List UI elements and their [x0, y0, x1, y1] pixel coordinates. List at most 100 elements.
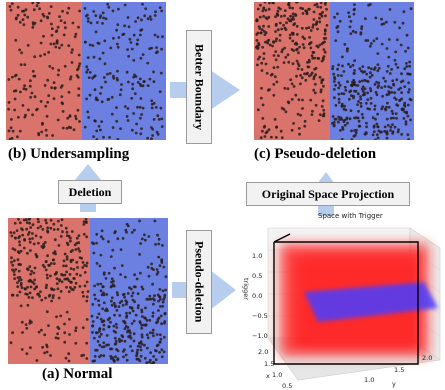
sample-point [346, 80, 349, 84]
sample-point [156, 293, 160, 297]
sample-point [291, 39, 295, 43]
sample-point [94, 297, 97, 301]
sample-point [102, 341, 106, 345]
sample-point [408, 72, 412, 76]
sample-point [388, 8, 392, 11]
sample-point [45, 114, 49, 118]
sample-point [311, 56, 315, 60]
sample-point [151, 311, 155, 315]
sample-point [52, 42, 56, 46]
sample-point [347, 11, 350, 15]
sample-point [43, 241, 47, 244]
sample-point [132, 59, 136, 62]
sample-point [37, 330, 41, 334]
sample-point [35, 359, 39, 362]
sample-point [73, 243, 77, 247]
sample-point [17, 77, 21, 81]
sample-point [290, 128, 294, 132]
sample-point [57, 219, 60, 223]
sample-point [159, 297, 162, 301]
sample-point [94, 348, 97, 352]
sample-point [264, 8, 268, 12]
sample-point [316, 5, 320, 9]
sample-point [346, 121, 349, 125]
sample-point [18, 240, 21, 244]
sample-point [51, 296, 55, 299]
sample-point [126, 224, 130, 228]
sample-point [145, 361, 149, 364]
sample-point [102, 76, 106, 79]
sample-point [32, 242, 36, 246]
sample-point [112, 36, 115, 40]
sample-point [381, 105, 385, 109]
sample-point [74, 329, 77, 333]
sample-point [261, 103, 265, 107]
sample-point [400, 72, 403, 76]
sample-point [112, 74, 115, 78]
sample-point [300, 26, 304, 30]
sample-point [112, 359, 116, 363]
sample-point [163, 312, 167, 316]
sample-point [147, 297, 151, 301]
sample-point [272, 66, 276, 69]
sample-point [101, 22, 104, 25]
sample-point [332, 124, 336, 128]
sample-point [264, 40, 267, 44]
sample-point [376, 112, 379, 116]
sample-point [61, 126, 65, 130]
sample-point [67, 359, 71, 363]
sample-point [306, 71, 309, 75]
sample-point [372, 68, 376, 71]
sample-point [162, 265, 166, 269]
sample-point [30, 269, 33, 273]
sample-point [314, 73, 317, 77]
sample-point [138, 77, 142, 81]
sample-point [16, 5, 20, 9]
sample-point [42, 242, 45, 246]
sample-point [92, 55, 96, 59]
sample-point [256, 7, 260, 11]
sample-point [68, 317, 71, 321]
sample-point [352, 72, 356, 75]
sample-point [324, 14, 327, 18]
sample-point [155, 46, 158, 49]
sample-point [52, 262, 56, 265]
sample-point [45, 350, 49, 354]
sample-point [387, 38, 391, 41]
sample-point [259, 136, 263, 140]
sample-point [144, 306, 147, 310]
sample-point [138, 253, 142, 256]
sample-point [78, 285, 82, 288]
sample-point [104, 17, 108, 21]
sample-point [49, 274, 52, 278]
sample-point [346, 47, 349, 51]
sample-point [92, 135, 95, 139]
sample-point [312, 18, 316, 21]
sample-point [134, 285, 137, 289]
sample-point [113, 304, 117, 308]
sample-point [154, 106, 158, 109]
sample-point [72, 268, 76, 271]
sample-point [128, 37, 132, 41]
sample-point [48, 293, 52, 297]
sample-point [128, 286, 131, 290]
sample-point [61, 230, 64, 234]
sample-point [132, 339, 136, 343]
sample-point [372, 124, 376, 128]
sample-point [125, 115, 129, 118]
sample-point [343, 104, 346, 108]
sample-point [286, 17, 290, 21]
sample-point [17, 279, 21, 282]
sample-point [154, 243, 157, 246]
sample-point [313, 3, 317, 7]
sample-point [127, 25, 131, 29]
sample-point [158, 90, 162, 93]
sample-point [315, 22, 318, 26]
sample-point [140, 342, 144, 346]
x-tick-label: 1.5 [264, 360, 274, 368]
sample-point [140, 28, 144, 32]
sample-point [28, 291, 32, 295]
sample-point [115, 326, 119, 329]
sample-point [283, 9, 287, 12]
sample-point [360, 25, 364, 28]
